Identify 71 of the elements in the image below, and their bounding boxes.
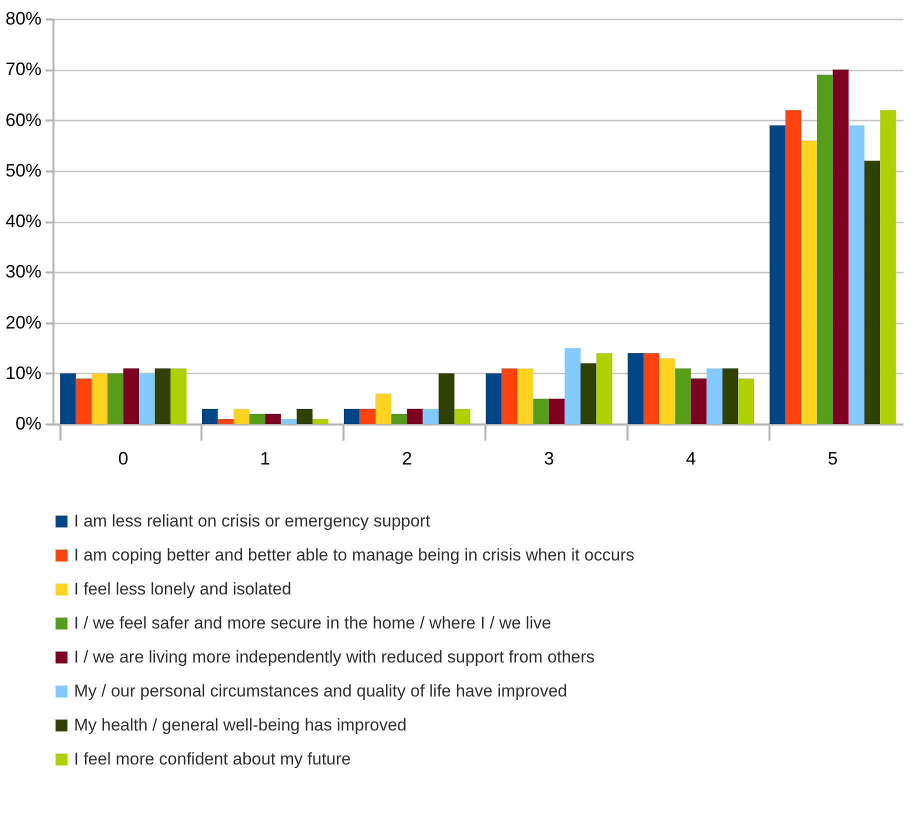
bar: [454, 408, 470, 424]
bar: [738, 378, 754, 424]
bar: [249, 414, 266, 424]
bar: [517, 368, 534, 424]
legend-label: I am less reliant on crisis or emergency support: [74, 512, 430, 530]
bar: [880, 110, 896, 424]
bar: [438, 373, 454, 424]
legend-label: I feel more confident about my future: [74, 750, 351, 768]
y-tick-label: 0%: [15, 414, 42, 434]
bar: [154, 368, 171, 424]
bar: [422, 408, 439, 424]
bar: [628, 353, 644, 424]
bar: [801, 140, 817, 424]
bar: [312, 418, 328, 424]
bar: [675, 368, 691, 424]
legend-label: I feel less lonely and isolated: [74, 580, 292, 598]
legend-label: I am coping better and better able to manage being in crisis when it occurs: [74, 546, 634, 564]
y-tick-label: 20%: [5, 312, 42, 332]
bar: [816, 74, 833, 424]
bar: [848, 125, 864, 424]
bar: [375, 394, 392, 424]
bar: [265, 414, 281, 424]
bar: [202, 408, 218, 424]
bar: [770, 125, 786, 424]
x-tick-label: 5: [828, 448, 838, 468]
bar: [596, 353, 612, 424]
x-tick-label: 4: [686, 448, 696, 468]
y-tick-label: 60%: [5, 110, 42, 130]
bar: [832, 70, 849, 424]
bar: [234, 408, 250, 424]
bar: [139, 373, 155, 424]
bar: [533, 398, 549, 424]
y-tick-label: 70%: [5, 59, 42, 80]
bar: [92, 373, 108, 424]
bar: [785, 110, 802, 424]
y-tick-label: 30%: [5, 262, 42, 282]
bar: [360, 408, 376, 424]
y-tick-label: 40%: [5, 211, 42, 231]
bar: [218, 418, 234, 424]
bar: [107, 373, 124, 424]
bar: [296, 408, 313, 424]
legend-label: My health / general well-being has improved: [74, 716, 407, 734]
bar: [170, 368, 186, 424]
bar: [60, 373, 76, 424]
y-tick-label: 10%: [5, 362, 42, 383]
bar: [864, 160, 880, 424]
bar: [580, 363, 596, 424]
y-tick-label: 80%: [5, 8, 42, 28]
x-tick-label: 3: [544, 448, 554, 468]
x-tick-label: 0: [118, 448, 128, 468]
bar: [76, 378, 92, 424]
y-tick-label: 50%: [5, 160, 42, 180]
bar: [407, 408, 423, 424]
bar: [564, 348, 581, 424]
legend-label: I / we are living more independently with reduced support from others: [74, 648, 595, 666]
legend-label: I / we feel safer and more secure in the home / where I / we live: [74, 614, 552, 632]
bar: [123, 368, 140, 424]
bar: [344, 408, 360, 424]
bar: [502, 368, 518, 424]
bar: [722, 368, 738, 424]
bar: [280, 418, 297, 424]
bar: [548, 398, 565, 424]
bar: [706, 368, 722, 424]
bar: [486, 373, 502, 424]
bar: [659, 358, 676, 424]
bar: [643, 353, 660, 424]
x-tick-label: 1: [260, 448, 270, 468]
legend-label: My / our personal circumstances and quality of life have improved: [74, 682, 568, 700]
bar: [690, 378, 707, 424]
bar: [391, 414, 408, 424]
x-tick-label: 2: [402, 448, 412, 468]
